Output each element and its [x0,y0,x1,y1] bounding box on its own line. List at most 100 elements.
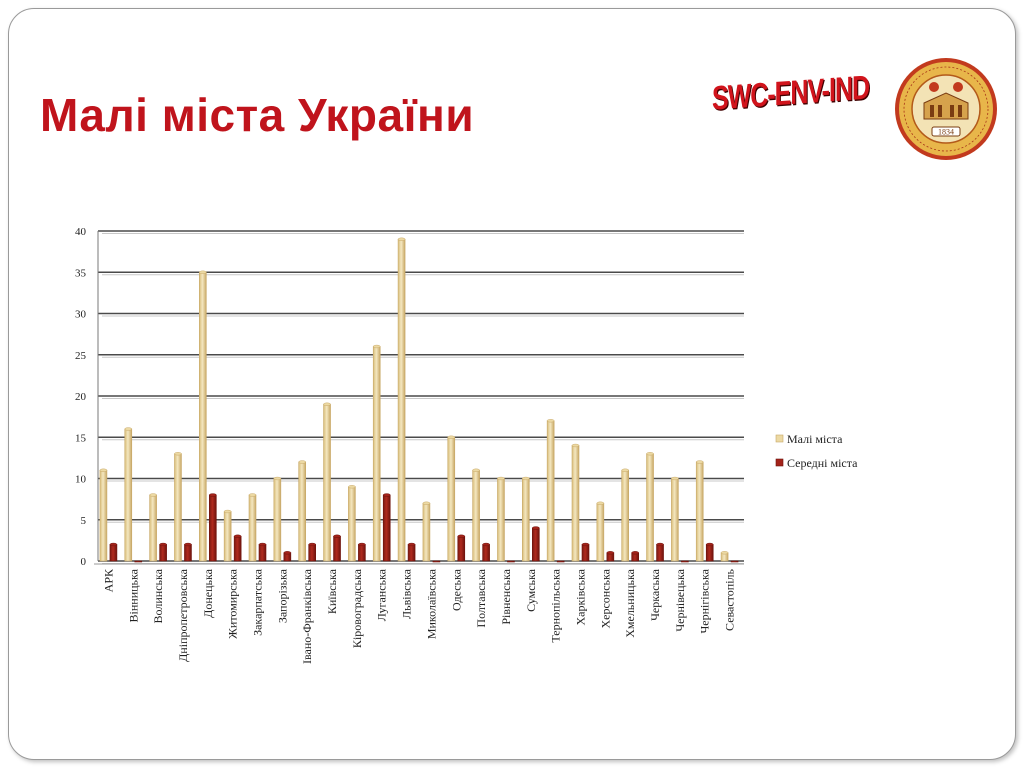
x-category-label: Луганська [375,568,389,621]
bar-medium-cities-18 [556,560,565,563]
x-category-label: Вінницька [126,568,140,622]
bar-top-small-25 [720,551,729,555]
bar-small-cities-22 [646,453,654,562]
bar-top-medium-5 [233,534,242,538]
bar-top-medium-4 [209,493,217,497]
bar-top-medium-6 [258,542,267,547]
bar-top-medium-0 [109,542,118,547]
x-category-label: Черкаська [648,568,662,621]
y-tick-label: 30 [75,309,87,321]
bar-small-cities-1 [124,428,133,562]
bar-top-small-10 [348,485,356,489]
legend: Малі міста Середні міста [775,432,858,470]
bar-small-cities-23 [671,478,679,562]
bar-medium-cities-15 [482,544,490,562]
bar-top-medium-11 [382,493,391,497]
x-category-label: Запорізька [275,568,289,623]
bar-small-cities-13 [422,502,431,562]
bar-top-medium-7 [283,551,292,555]
bar-top-small-8 [298,460,306,464]
bar-top-medium-12 [407,542,416,547]
bar-top-small-16 [497,476,505,481]
bar-top-medium-20 [606,551,615,555]
bar-top-medium-22 [656,542,664,547]
bar-medium-cities-8 [308,544,316,562]
bar-top-small-22 [646,452,654,456]
x-category-label: Івано-Франківська [300,568,314,664]
slide-frame [8,8,1016,760]
bar-small-cities-21 [621,469,629,562]
legend-label-small-cities: Малі міста [787,432,843,446]
bar-medium-cities-13 [432,560,441,563]
bar-top-small-13 [422,501,431,505]
x-category-label: Донецька [201,568,215,617]
bar-top-medium-14 [457,534,466,538]
y-tick-label: 15 [75,432,87,444]
bar-top-small-1 [124,427,133,431]
bar-medium-cities-0 [109,544,118,562]
bar-top-small-15 [472,468,480,472]
legend-swatch-medium-cities [775,458,784,467]
x-category-label: Херсонська [598,568,612,628]
bar-medium-cities-22 [656,544,664,562]
x-category-labels: АРК Вінницька Волинська Дніпропетровська Дон… [101,568,736,664]
x-category-label: Харківська [574,568,588,625]
bars [99,237,739,563]
bar-top-small-14 [447,435,456,439]
bar-medium-cities-2 [159,544,167,562]
bar-small-cities-3 [174,453,182,562]
bar-small-cities-11 [372,346,381,562]
bar-top-small-7 [273,476,282,481]
x-category-label: АРК [101,568,115,592]
bar-medium-cities-4 [209,494,217,562]
bar-top-medium-21 [631,551,639,555]
bar-top-small-24 [695,460,704,464]
x-category-label: Закарпатська [251,568,265,636]
seal-year: 1834 [938,128,954,137]
bar-medium-cities-25 [730,560,739,563]
bar-top-small-18 [546,419,555,423]
bar-small-cities-5 [223,511,232,562]
bar-medium-cities-11 [382,494,391,562]
bar-small-cities-2 [149,494,157,562]
bar-top-medium-17 [532,526,540,530]
university-seal-logo: 1834 [895,58,997,160]
bar-medium-cities-24 [705,544,714,562]
bar-small-cities-16 [497,478,505,562]
bar-medium-cities-3 [184,544,192,562]
y-tick-label: 10 [75,474,87,486]
x-category-label: Рівненська [499,568,513,624]
bar-small-cities-12 [397,238,406,562]
bar-top-medium-24 [705,542,714,547]
bar-small-cities-17 [522,478,530,562]
x-category-label: Хмельницька [623,568,637,637]
bar-medium-cities-17 [532,527,540,562]
bar-medium-cities-5 [233,535,242,562]
x-category-label: Дніпропетровська [176,568,190,662]
bar-top-medium-19 [581,542,590,547]
bar-top-small-9 [323,402,331,406]
bar-small-cities-19 [571,445,580,562]
x-category-label: Київська [325,568,339,614]
bar-top-medium-9 [333,534,341,538]
legend-label-medium-cities: Середні міста [787,456,858,470]
bar-top-small-12 [397,237,406,241]
slide-title: Малі міста України [40,89,475,141]
bar-top-small-0 [99,468,108,472]
bar-top-medium-15 [482,542,490,547]
bar-top-medium-3 [184,542,192,547]
bar-small-cities-10 [348,486,356,562]
bar-small-cities-7 [273,478,282,562]
x-category-label: Волинська [151,568,165,623]
bar-small-cities-18 [546,420,555,562]
y-tick-label: 25 [75,350,87,362]
bar-small-cities-24 [695,461,704,562]
x-category-label: Полтавська [474,568,488,627]
bar-top-medium-10 [358,542,366,547]
bar-top-small-19 [571,443,580,448]
bar-top-small-11 [372,344,381,349]
bar-small-cities-15 [472,469,480,562]
bar-top-small-2 [149,493,157,497]
bar-medium-cities-12 [407,544,416,562]
